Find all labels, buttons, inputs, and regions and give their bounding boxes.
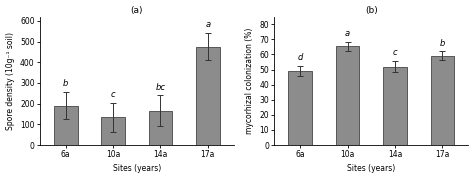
Text: b: b	[440, 39, 445, 48]
X-axis label: Sites (years): Sites (years)	[347, 165, 395, 173]
Title: (b): (b)	[365, 6, 378, 14]
Text: a: a	[205, 20, 210, 29]
Text: c: c	[392, 48, 397, 57]
Bar	[336, 46, 359, 145]
Text: d: d	[298, 53, 303, 62]
Bar	[430, 56, 454, 145]
Y-axis label: mycorhizal colonization (%): mycorhizal colonization (%)	[245, 28, 254, 134]
Bar	[101, 117, 125, 145]
Y-axis label: Spore density (10g⁻¹ soil): Spore density (10g⁻¹ soil)	[6, 32, 15, 130]
Bar	[148, 111, 172, 145]
Bar	[288, 71, 312, 145]
X-axis label: Sites (years): Sites (years)	[113, 165, 161, 173]
Text: c: c	[111, 90, 115, 99]
Text: b: b	[63, 79, 68, 88]
Bar	[383, 67, 407, 145]
Bar	[54, 106, 78, 145]
Title: (a): (a)	[130, 6, 143, 14]
Text: a: a	[345, 29, 350, 38]
Text: bc: bc	[155, 83, 165, 91]
Bar	[196, 47, 219, 145]
